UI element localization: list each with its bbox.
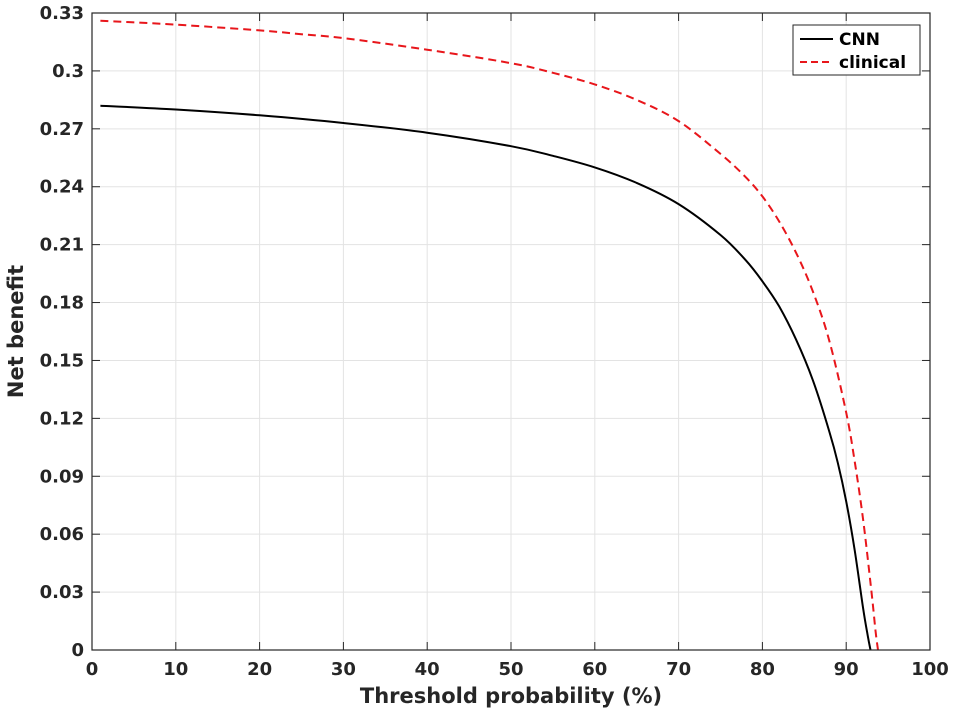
y-tick-label: 0.12 — [40, 408, 84, 429]
series-line-cnn — [100, 104, 872, 651]
x-tick-label: 90 — [834, 659, 859, 680]
y-tick-label: 0.15 — [40, 350, 84, 371]
y-axis-title: Net benefit — [4, 265, 28, 398]
series-line-clinical — [100, 19, 879, 651]
y-tick-label: 0.27 — [40, 119, 84, 140]
x-tick-label: 100 — [911, 659, 949, 680]
y-tick-label: 0.3 — [52, 61, 84, 82]
x-tick-label: 10 — [163, 659, 188, 680]
series-lines — [100, 19, 879, 651]
y-tick-label: 0.03 — [40, 582, 84, 603]
x-tick-label: 70 — [666, 659, 691, 680]
x-tick-label: 40 — [415, 659, 440, 680]
legend: CNN clinical — [792, 24, 921, 76]
x-tick-label: 0 — [86, 659, 99, 680]
x-tick-label: 50 — [498, 659, 523, 680]
y-tick-label: 0.21 — [40, 235, 84, 256]
legend-label-clinical: clinical — [839, 53, 906, 73]
x-tick-label: 80 — [750, 659, 775, 680]
y-tick-label: 0.33 — [40, 3, 84, 24]
y-tick-label: 0.09 — [40, 466, 84, 487]
y-tick-label: 0.06 — [40, 524, 84, 545]
legend-box — [792, 24, 921, 76]
x-tick-label: 60 — [582, 659, 607, 680]
y-tick-label: 0.24 — [40, 177, 84, 198]
x-axis-title: Threshold probability (%) — [360, 684, 662, 708]
x-tick-label: 20 — [247, 659, 272, 680]
y-tick-label: 0 — [71, 640, 84, 661]
axis-ticks: 0 10 20 30 40 50 60 70 80 90 100 0 0.03 0.06 0.09 0.12 0… — [40, 3, 949, 680]
legend-label-cnn: CNN — [839, 30, 880, 50]
y-tick-label: 0.18 — [40, 293, 84, 314]
x-tick-label: 30 — [331, 659, 356, 680]
